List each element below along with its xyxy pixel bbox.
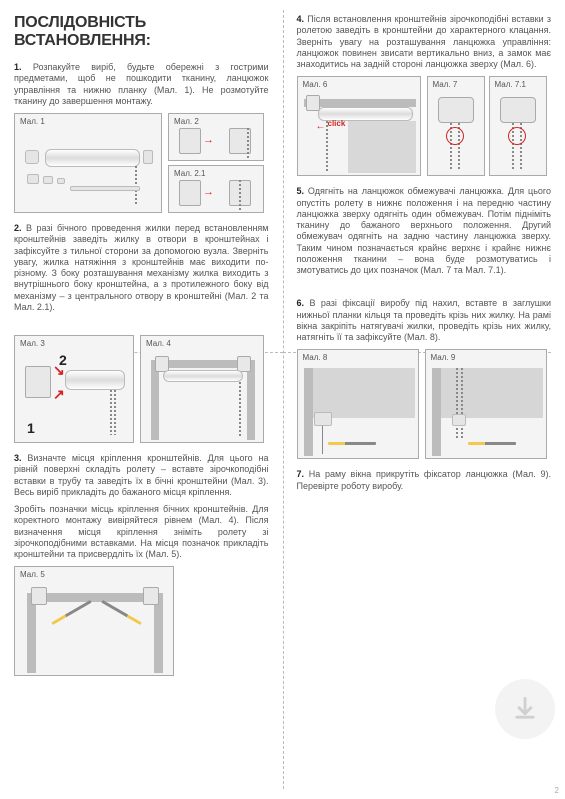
step1-text: 1. Розпакуйте виріб, будьте обережні з г…	[14, 62, 269, 107]
step2-num: 2.	[14, 223, 22, 233]
step5-body: Одягніть на ланцюжок обмежувачі ланцюжка…	[297, 186, 552, 275]
fig-row-5: Мал. 8 Мал. 9	[297, 349, 552, 459]
step7-text: 7. На раму вікна прикрутіть фіксатор лан…	[297, 469, 552, 492]
step4-num: 4.	[297, 14, 305, 24]
step7-body: На раму вікна прикрутіть фіксатор ланцюж…	[297, 469, 552, 490]
page: ПОСЛІДОВНІСТЬ ВСТАНОВЛЕННЯ: 1. Розпакуйт…	[0, 0, 565, 799]
download-arrow-icon	[511, 695, 539, 723]
step4-text: 4. Після встановлення кронштейнів зірочк…	[297, 14, 552, 70]
fig2-label: Мал. 2	[174, 117, 199, 126]
figure-7-1: Мал. 7.1	[489, 76, 547, 176]
figure-3: Мал. 3 ↘ ↗ 1 2	[14, 335, 134, 443]
step3-num: 3.	[14, 453, 22, 463]
figure-1: Мал. 1	[14, 113, 162, 213]
fig8-label: Мал. 8	[303, 353, 328, 362]
figure-6: Мал. 6 ← click	[297, 76, 421, 176]
step1-num: 1.	[14, 62, 22, 72]
fig6-label: Мал. 6	[303, 80, 328, 89]
fig5-label: Мал. 5	[20, 570, 45, 579]
figure-2-1: Мал. 2.1 →	[168, 165, 264, 213]
step4-body: Після встановлення кронштейнів зірочкопо…	[297, 14, 552, 69]
fig9-label: Мал. 9	[431, 353, 456, 362]
fig4-label: Мал. 4	[146, 339, 171, 348]
step2-body: В разі бічного проведення жилки перед вс…	[14, 223, 269, 312]
fig21-label: Мал. 2.1	[174, 169, 205, 178]
figure-2: Мал. 2 →	[168, 113, 264, 161]
fig-row-1: Мал. 1 Мал. 2 → Мал. 2.1	[14, 113, 269, 213]
step6-num: 6.	[297, 298, 305, 308]
click-label: click	[328, 119, 346, 128]
fig1-label: Мал. 1	[20, 117, 45, 126]
figure-7: Мал. 7	[427, 76, 485, 176]
figure-9: Мал. 9	[425, 349, 547, 459]
left-column: ПОСЛІДОВНІСТЬ ВСТАНОВЛЕННЯ: 1. Розпакуйт…	[0, 0, 283, 799]
step3a-text: 3. Визначте місця кріплення кронштейнів.…	[14, 453, 269, 498]
step1-body: Розпакуйте виріб, будьте обережні з гост…	[14, 62, 269, 106]
right-column: 4. Після встановлення кронштейнів зірочк…	[283, 0, 565, 799]
step3a-body: Визначте місця кріплення кронштейнів. Дл…	[14, 453, 269, 497]
figure-4: Мал. 4	[140, 335, 264, 443]
fig3-label: Мал. 3	[20, 339, 45, 348]
fig-row-4: Мал. 6 ← click Мал. 7 Мал. 7.1	[297, 76, 552, 176]
step5-text: 5. Одягніть на ланцюжок обмежувачі ланцю…	[297, 186, 552, 276]
fig-row-3: Мал. 5	[14, 566, 269, 676]
fig-row-2: Мал. 3 ↘ ↗ 1 2 Мал. 4	[14, 335, 269, 443]
fig71-label: Мал. 7.1	[495, 80, 526, 89]
page-title: ПОСЛІДОВНІСТЬ ВСТАНОВЛЕННЯ:	[14, 14, 269, 50]
page-number: 2	[555, 786, 559, 795]
watermark-icon	[495, 679, 555, 739]
step6-body: В разі фіксації виробу під нахил, вставт…	[297, 298, 552, 342]
step6-text: 6. В разі фіксації виробу під нахил, вст…	[297, 298, 552, 343]
step2-text: 2. В разі бічного проведення жилки перед…	[14, 223, 269, 313]
step3b-body: Зробіть позначки місць кріплення бічних …	[14, 504, 269, 559]
fig7-label: Мал. 7	[433, 80, 458, 89]
figure-8: Мал. 8	[297, 349, 419, 459]
figure-5: Мал. 5	[14, 566, 174, 676]
fig3-num2: 2	[59, 352, 67, 368]
fig3-num1: 1	[27, 420, 35, 436]
step5-num: 5.	[297, 186, 305, 196]
step7-num: 7.	[297, 469, 305, 479]
step3b-text: Зробіть позначки місць кріплення бічних …	[14, 504, 269, 560]
